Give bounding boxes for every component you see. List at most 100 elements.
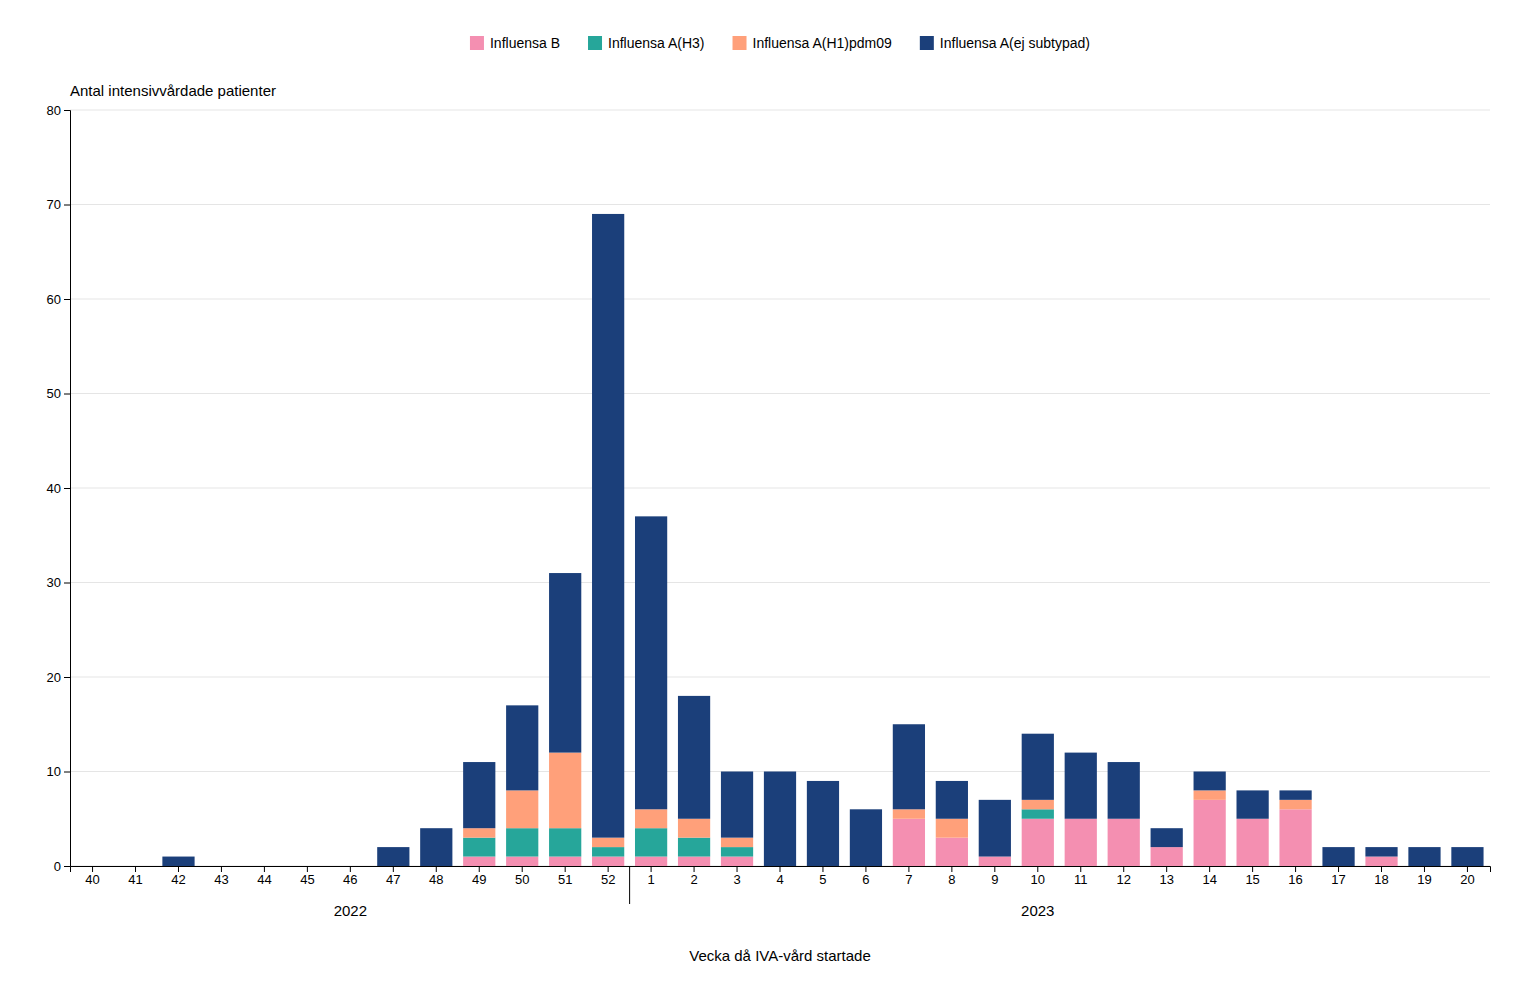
bar <box>635 828 667 856</box>
tick-mark <box>264 866 265 872</box>
bar <box>76 866 108 867</box>
tick-mark <box>436 866 437 872</box>
y-tick: 30 <box>47 575 70 590</box>
y-tick: 40 <box>47 481 70 496</box>
tick-label: 52 <box>601 872 615 887</box>
tick-label: 19 <box>1417 872 1431 887</box>
bar <box>1279 790 1311 799</box>
tick-mark <box>64 488 70 489</box>
x-axis: 4041424344454647484950515212345678910111… <box>71 866 1491 887</box>
y-tick: 60 <box>47 292 70 307</box>
bar <box>721 838 753 847</box>
bar <box>463 762 495 828</box>
axis-domain <box>71 867 1491 873</box>
tick-label: 40 <box>47 481 61 496</box>
tick-mark <box>822 866 823 872</box>
tick-mark <box>178 866 179 872</box>
x-tick: 42 <box>171 866 185 887</box>
x-tick: 10 <box>1031 866 1045 887</box>
grid-line <box>70 393 1490 394</box>
x-tick: 51 <box>558 866 572 887</box>
x-tick: 48 <box>429 866 443 887</box>
bar <box>1237 819 1269 866</box>
bar <box>678 857 710 866</box>
bar <box>721 772 753 838</box>
bar <box>291 866 323 867</box>
tick-label: 42 <box>171 872 185 887</box>
bar <box>592 214 624 838</box>
x-tick: 9 <box>991 866 998 887</box>
tick-mark <box>64 394 70 395</box>
x-tick: 45 <box>300 866 314 887</box>
bar <box>76 866 108 867</box>
tick-mark <box>64 866 70 867</box>
bar <box>334 866 366 867</box>
tick-mark <box>64 110 70 111</box>
x-tick: 12 <box>1116 866 1130 887</box>
legend-item: Influensa A(ej subtypad) <box>920 35 1090 51</box>
legend-label: Influensa A(ej subtypad) <box>940 35 1090 51</box>
tick-label: 15 <box>1245 872 1259 887</box>
tick-mark <box>694 866 695 872</box>
tick-label: 5 <box>819 872 826 887</box>
bar <box>506 705 538 790</box>
x-tick: 14 <box>1202 866 1216 887</box>
bar <box>764 772 796 867</box>
tick-mark <box>64 205 70 206</box>
bar <box>248 866 280 867</box>
tick-label: 43 <box>214 872 228 887</box>
bar <box>807 781 839 866</box>
bar <box>506 790 538 828</box>
legend-swatch <box>920 36 934 50</box>
grid <box>70 110 1490 866</box>
tick-mark <box>651 866 652 872</box>
tick-label: 41 <box>128 872 142 887</box>
bar <box>76 866 108 867</box>
x-tick: 13 <box>1159 866 1173 887</box>
tick-mark <box>92 866 93 872</box>
bar <box>1022 819 1054 866</box>
legend-swatch <box>588 36 602 50</box>
tick-label: 70 <box>47 197 61 212</box>
tick-label: 20 <box>1460 872 1474 887</box>
bar <box>1065 819 1097 866</box>
bar <box>205 866 237 867</box>
bar <box>549 828 581 856</box>
bar <box>549 753 581 829</box>
bar <box>76 866 108 867</box>
legend-swatch <box>470 36 484 50</box>
tick-label: 80 <box>47 103 61 118</box>
tick-mark <box>1166 866 1167 872</box>
x-tick: 46 <box>343 866 357 887</box>
tick-label: 48 <box>429 872 443 887</box>
y-tick: 70 <box>47 197 70 212</box>
bar <box>678 838 710 857</box>
x-tick: 17 <box>1331 866 1345 887</box>
tick-label: 18 <box>1374 872 1388 887</box>
tick-label: 49 <box>472 872 486 887</box>
axis-domain <box>64 111 71 867</box>
y-tick: 0 <box>54 859 70 874</box>
tick-label: 14 <box>1202 872 1216 887</box>
tick-label: 3 <box>733 872 740 887</box>
tick-mark <box>221 866 222 872</box>
bar <box>420 828 452 866</box>
legend-label: Influensa A(H1)pdm09 <box>753 35 893 51</box>
bars <box>162 214 1483 866</box>
y-axis-title: Antal intensivvårdade patienter <box>70 82 276 99</box>
x-tick: 18 <box>1374 866 1388 887</box>
tick-label: 0 <box>54 859 61 874</box>
tick-mark <box>737 866 738 872</box>
tick-label: 44 <box>257 872 271 887</box>
tick-label: 50 <box>515 872 529 887</box>
bar <box>334 866 366 867</box>
tick-mark <box>994 866 995 872</box>
bar <box>850 809 882 866</box>
bar <box>463 838 495 857</box>
tick-mark <box>608 866 609 872</box>
y-tick: 80 <box>47 103 70 118</box>
tick-label: 10 <box>1031 872 1045 887</box>
x-tick: 47 <box>386 866 400 887</box>
legend-item: Influensa A(H1)pdm09 <box>733 35 893 51</box>
bar <box>1108 762 1140 819</box>
